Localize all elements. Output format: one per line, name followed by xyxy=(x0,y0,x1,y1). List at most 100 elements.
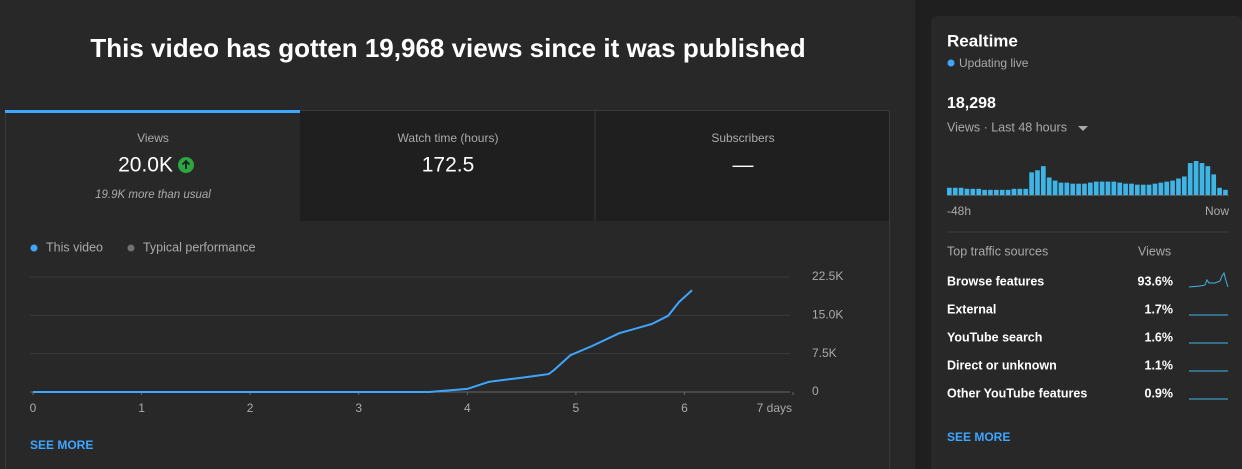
legend-label: This video xyxy=(46,240,103,254)
tab-label: Views xyxy=(137,131,169,145)
dropdown-arrow[interactable] xyxy=(1078,126,1088,131)
bar xyxy=(1211,174,1217,195)
bar xyxy=(999,189,1005,195)
source-name: Direct or unknown xyxy=(947,358,1057,372)
realtime-total: 18,298 xyxy=(947,95,996,112)
x-end-label: Now xyxy=(1205,204,1229,218)
x-tick-label: 4 xyxy=(464,401,471,415)
tab[interactable]: Views 20.0K 19.9K more than usual xyxy=(95,131,211,201)
source-share: 1.6% xyxy=(1145,330,1174,344)
bar xyxy=(1070,183,1076,195)
bar xyxy=(1223,189,1228,195)
source-share: 1.7% xyxy=(1145,302,1174,316)
line-series xyxy=(33,289,693,393)
bar xyxy=(1140,184,1146,195)
bar xyxy=(1046,177,1052,195)
bar xyxy=(952,187,958,195)
bar xyxy=(1111,181,1117,195)
period-selector[interactable]: Views · Last 48 hours xyxy=(947,120,1067,134)
live-status: Updating live xyxy=(959,56,1029,70)
x-tick-label: 2 xyxy=(247,401,254,415)
x-tick-label: 0 xyxy=(30,401,37,415)
bar xyxy=(958,187,964,195)
bar xyxy=(1023,188,1029,195)
bar xyxy=(1182,176,1187,195)
realtime-card xyxy=(931,16,1242,469)
bar xyxy=(1005,189,1011,195)
y-tick-label: 22.5K xyxy=(812,269,843,283)
bar xyxy=(1058,182,1064,195)
bar xyxy=(1029,172,1034,195)
x-tick-label: 1 xyxy=(138,401,145,415)
bar xyxy=(976,188,982,195)
bar xyxy=(1187,163,1193,195)
tab-value: — xyxy=(733,154,754,177)
source-share: 93.6% xyxy=(1138,274,1173,288)
bar xyxy=(1064,182,1070,195)
source-share: 0.9% xyxy=(1145,386,1174,400)
bar xyxy=(947,187,952,195)
x-tick-label: 6 xyxy=(681,401,688,415)
x-start-label: -48h xyxy=(947,204,971,218)
bar xyxy=(970,188,976,195)
page-title: This video has gotten 19,968 views since… xyxy=(90,33,805,63)
x-tick-label: 7 days xyxy=(757,401,792,415)
tab-value: 20.0K xyxy=(118,154,173,177)
live-dot xyxy=(947,59,955,67)
see-more-link[interactable]: SEE MORE xyxy=(30,438,93,452)
y-tick-label: 15.0K xyxy=(812,308,843,322)
bar xyxy=(1205,166,1211,195)
bar xyxy=(1129,183,1134,195)
bar xyxy=(1041,166,1046,195)
legend-dot xyxy=(127,244,135,252)
bar xyxy=(1217,187,1222,195)
bar xyxy=(1105,181,1111,195)
tab-value: 172.5 xyxy=(422,154,475,177)
x-tick-label: 5 xyxy=(573,401,580,415)
up-arrow xyxy=(181,159,191,169)
bar xyxy=(1193,161,1199,195)
bar xyxy=(1052,180,1058,195)
bar xyxy=(988,189,993,195)
bar xyxy=(1011,188,1017,195)
bar xyxy=(1082,183,1087,195)
bar xyxy=(1176,178,1181,195)
bar xyxy=(1035,170,1040,195)
legend-label: Typical performance xyxy=(143,240,256,254)
x-tick-label: 3 xyxy=(355,401,362,415)
sparkline xyxy=(1188,271,1229,288)
realtime-title: Realtime xyxy=(947,31,1018,50)
tab[interactable]: Watch time (hours) 172.5 xyxy=(398,131,499,176)
bar xyxy=(1152,183,1158,195)
bar xyxy=(1099,181,1105,195)
source-name: External xyxy=(947,302,996,316)
bar xyxy=(1093,181,1099,195)
source-name: Browse features xyxy=(947,274,1044,288)
tab-label: Subscribers xyxy=(711,131,774,145)
source-name: YouTube search xyxy=(947,330,1042,344)
bar xyxy=(1088,182,1093,195)
bar xyxy=(1017,188,1023,195)
bar xyxy=(982,189,987,195)
traffic-title: Top traffic sources xyxy=(947,244,1048,258)
bar xyxy=(1146,184,1152,195)
bar xyxy=(1076,183,1081,195)
traffic-column: Views xyxy=(1138,244,1171,258)
bar xyxy=(1135,184,1140,195)
legend-dot xyxy=(30,244,38,252)
bar xyxy=(1158,182,1164,195)
see-more-link[interactable]: SEE MORE xyxy=(947,430,1010,444)
source-share: 1.1% xyxy=(1145,358,1174,372)
source-name: Other YouTube features xyxy=(947,386,1087,400)
bar xyxy=(1123,183,1128,195)
bar xyxy=(1199,163,1205,195)
bar xyxy=(994,189,999,195)
tab[interactable]: Subscribers — xyxy=(711,131,774,176)
bar xyxy=(1117,182,1123,195)
active-tab-indicator xyxy=(5,110,300,113)
tab-label: Watch time (hours) xyxy=(398,131,499,145)
bar xyxy=(1164,181,1170,195)
y-tick-label: 7.5K xyxy=(812,346,837,360)
